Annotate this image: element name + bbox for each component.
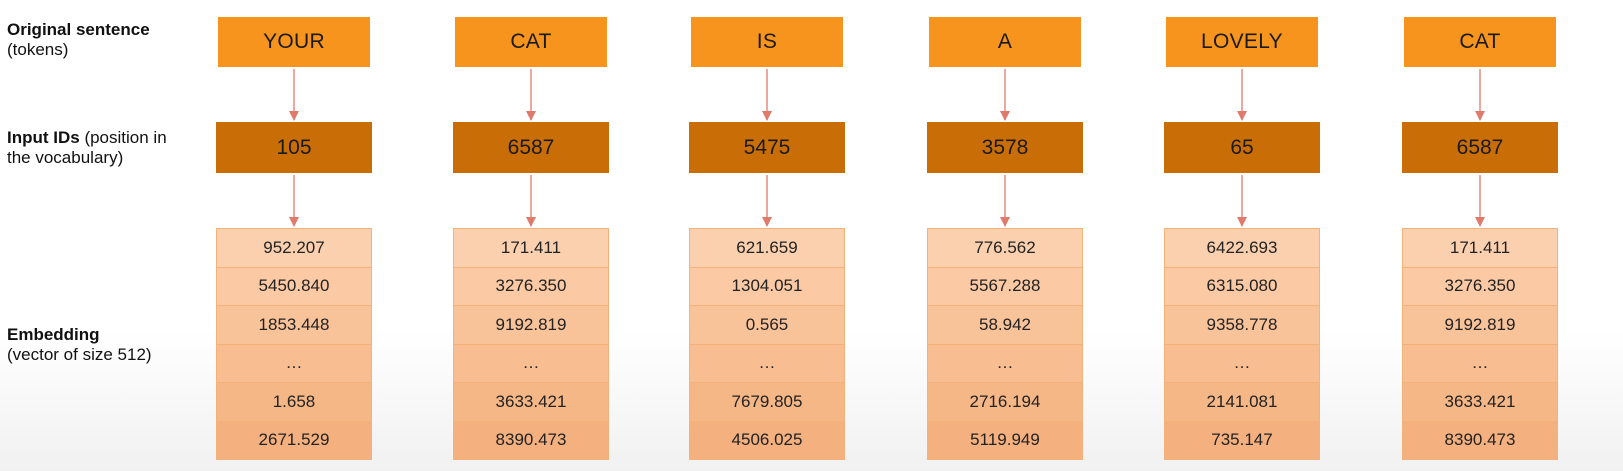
embedding-vector: 171.411 3276.350 9192.819… 3633.421 8390.473 <box>453 228 609 460</box>
embedding-value: 7679.805 <box>689 383 845 422</box>
embedding-row-title: Embedding <box>7 325 100 344</box>
embedding-value: … <box>927 344 1083 383</box>
embedding-vector: 776.562 5567.288 58.942… 2716.194 5119.949 <box>927 228 1083 460</box>
token-box: YOUR <box>218 17 370 67</box>
input-id-box: 5475 <box>689 122 845 173</box>
embedding-value: 9358.778 <box>1164 306 1320 345</box>
embedding-value: 9192.819 <box>453 306 609 345</box>
embedding-row-subtitle: (vector of size 512) <box>7 345 152 364</box>
embedding-vector: 6422.693 6315.080 9358.778… 2141.081 735.147 <box>1164 228 1320 460</box>
embedding-value: 776.562 <box>927 228 1083 268</box>
input-id-box: 6587 <box>453 122 609 173</box>
embedding-vector: 952.207 5450.840 1853.448… 1.658 2671.529 <box>216 228 372 460</box>
embedding-value: 9192.819 <box>1402 306 1558 345</box>
token-box: A <box>929 17 1081 67</box>
embedding-value: 5450.840 <box>216 267 372 306</box>
embedding-value: 171.411 <box>453 228 609 268</box>
embedding-value: 2141.081 <box>1164 383 1320 422</box>
embedding-value: 1.658 <box>216 383 372 422</box>
embedding-value: 735.147 <box>1164 421 1320 460</box>
embedding-value: 4506.025 <box>689 421 845 460</box>
embedding-value: 3276.350 <box>1402 267 1558 306</box>
embedding-value: 8390.473 <box>1402 421 1558 460</box>
embedding-vector: 621.659 1304.051 0.565… 7679.805 4506.025 <box>689 228 845 460</box>
embedding-value: … <box>689 344 845 383</box>
embedding-value: 1853.448 <box>216 306 372 345</box>
embedding-value: 0.565 <box>689 306 845 345</box>
token-box: IS <box>691 17 843 67</box>
input-id-box: 65 <box>1164 122 1320 173</box>
embedding-value: 2671.529 <box>216 421 372 460</box>
embedding-value: 621.659 <box>689 228 845 268</box>
input-id-box: 105 <box>216 122 372 173</box>
embedding-value: 1304.051 <box>689 267 845 306</box>
input-ids-row-title: Input IDs <box>7 128 80 147</box>
embedding-value: 952.207 <box>216 228 372 268</box>
embedding-value: 3276.350 <box>453 267 609 306</box>
embedding-value: 6315.080 <box>1164 267 1320 306</box>
token-box: LOVELY <box>1166 17 1318 67</box>
token-box: CAT <box>1404 17 1556 67</box>
tokens-row-title: Original sentence <box>7 20 150 39</box>
embedding-value: … <box>453 344 609 383</box>
embedding-value: 3633.421 <box>1402 383 1558 422</box>
token-box: CAT <box>455 17 607 67</box>
input-ids-row-subtitle-2: the vocabulary) <box>7 148 124 167</box>
input-id-box: 3578 <box>927 122 1083 173</box>
embedding-value: 58.942 <box>927 306 1083 345</box>
input-ids-row-label: Input IDs (position in the vocabulary) <box>7 128 167 168</box>
embedding-value: 2716.194 <box>927 383 1083 422</box>
input-ids-row-subtitle-1: (position in <box>79 128 167 147</box>
embedding-value: 8390.473 <box>453 421 609 460</box>
input-id-box: 6587 <box>1402 122 1558 173</box>
embedding-value: 6422.693 <box>1164 228 1320 268</box>
embedding-value: 5567.288 <box>927 267 1083 306</box>
embedding-value: … <box>1402 344 1558 383</box>
tokens-row-subtitle: (tokens) <box>7 40 69 59</box>
embedding-value: 171.411 <box>1402 228 1558 268</box>
embedding-vector: 171.411 3276.350 9192.819… 3633.421 8390.473 <box>1402 228 1558 460</box>
embedding-value: 3633.421 <box>453 383 609 422</box>
embedding-value: … <box>216 344 372 383</box>
embedding-value: … <box>1164 344 1320 383</box>
embedding-row-label: Embedding (vector of size 512) <box>7 325 152 365</box>
tokens-row-label: Original sentence (tokens) <box>7 20 150 60</box>
embedding-value: 5119.949 <box>927 421 1083 460</box>
